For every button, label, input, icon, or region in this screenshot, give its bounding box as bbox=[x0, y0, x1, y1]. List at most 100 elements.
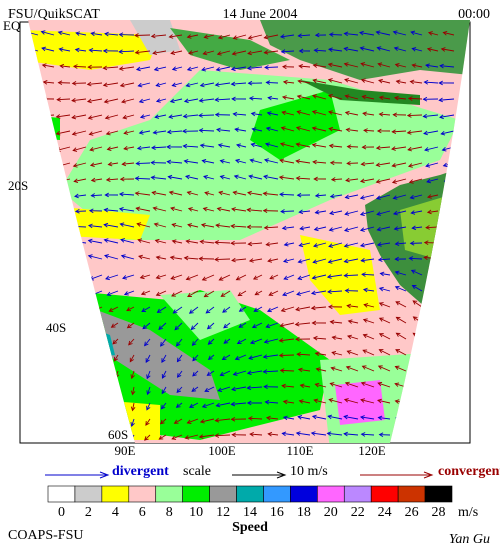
arrow-head bbox=[232, 111, 238, 117]
arrow-head bbox=[296, 110, 302, 115]
wind-arrow bbox=[102, 65, 119, 71]
arrow-head bbox=[265, 241, 271, 247]
wind-arrow bbox=[344, 210, 359, 216]
wind-arrow bbox=[203, 174, 215, 180]
arrow-head bbox=[218, 276, 224, 281]
arrow-shaft bbox=[379, 333, 391, 340]
arrow-head bbox=[156, 308, 162, 313]
legend-divergent: divergent bbox=[112, 464, 169, 479]
arrow-shaft bbox=[379, 349, 391, 356]
wind-arrow bbox=[395, 301, 407, 308]
wind-arrow bbox=[216, 127, 231, 133]
colorbar-tick-label: 4 bbox=[112, 505, 119, 520]
arrow-head bbox=[265, 323, 271, 329]
wind-arrow bbox=[343, 31, 359, 37]
arrow-head bbox=[359, 30, 364, 36]
arrow-head bbox=[141, 307, 147, 312]
wind-arrow bbox=[345, 365, 359, 372]
arrow-shaft bbox=[428, 32, 439, 36]
arrow-shaft bbox=[279, 354, 295, 356]
arrow-head bbox=[281, 95, 287, 100]
arrow-shaft bbox=[344, 433, 359, 436]
arrow-shaft bbox=[187, 66, 199, 71]
wind-arrow bbox=[105, 177, 119, 182]
arrow-shaft bbox=[158, 322, 167, 330]
wind-arrow bbox=[331, 350, 343, 356]
wind-arrow bbox=[130, 370, 135, 380]
arrow-shaft bbox=[362, 95, 375, 100]
wind-arrow bbox=[105, 274, 119, 281]
arrow-head bbox=[103, 222, 109, 228]
arrow-shaft bbox=[281, 50, 295, 53]
wind-arrow bbox=[246, 385, 263, 391]
arrow-shaft bbox=[441, 130, 455, 135]
colorbar-unit: m/s bbox=[458, 505, 478, 520]
arrow-shaft bbox=[120, 239, 135, 244]
wind-arrow bbox=[170, 50, 183, 56]
arrow-shaft bbox=[345, 178, 359, 181]
arrow-head bbox=[410, 210, 416, 215]
arrow-head bbox=[236, 339, 242, 344]
arrow-shaft bbox=[159, 434, 167, 440]
arrow-head bbox=[198, 113, 203, 118]
arrow-head bbox=[311, 110, 317, 115]
arrow-head bbox=[312, 94, 317, 99]
arrow-shaft bbox=[91, 194, 103, 197]
arrow-head bbox=[103, 207, 109, 213]
arrow-head bbox=[118, 49, 123, 54]
arrow-shaft bbox=[314, 226, 327, 231]
arrow-head bbox=[87, 115, 93, 120]
arrow-head bbox=[262, 191, 268, 197]
wind-arrow bbox=[246, 65, 263, 71]
wind-arrow bbox=[104, 31, 119, 37]
wind-arrow bbox=[231, 207, 247, 212]
wind-arrow bbox=[166, 129, 183, 135]
wind-arrow bbox=[253, 306, 263, 312]
wind-arrow bbox=[182, 143, 199, 149]
arrow-shaft bbox=[412, 226, 423, 229]
arrow-head bbox=[280, 126, 286, 131]
arrow-head bbox=[250, 339, 255, 345]
arrow-head bbox=[278, 353, 284, 358]
arrow-shaft bbox=[328, 79, 343, 84]
arrow-head bbox=[199, 419, 205, 424]
wind-arrow bbox=[393, 226, 407, 231]
arrow-shaft bbox=[161, 386, 167, 394]
arrow-head bbox=[187, 207, 193, 212]
wind-arrow bbox=[346, 303, 359, 309]
arrow-head bbox=[159, 419, 165, 425]
wind-arrow bbox=[376, 210, 391, 216]
arrow-shaft bbox=[377, 242, 391, 246]
wind-arrow bbox=[40, 30, 55, 36]
color-box bbox=[236, 485, 264, 503]
wind-arrow bbox=[41, 63, 55, 68]
arrow-shaft bbox=[207, 370, 215, 376]
arrow-head bbox=[283, 241, 289, 247]
wind-arrow bbox=[74, 208, 87, 214]
arrow-head bbox=[329, 193, 335, 199]
wind-arrow bbox=[328, 226, 343, 232]
wind-arrow bbox=[328, 242, 343, 248]
wind-arrow bbox=[57, 30, 71, 36]
arrow-shaft bbox=[105, 114, 119, 119]
arrow-shaft bbox=[223, 338, 231, 344]
arrow-shaft bbox=[313, 242, 327, 247]
arrow-head bbox=[360, 161, 366, 167]
arrow-head bbox=[185, 276, 191, 281]
arrow-head bbox=[135, 161, 141, 166]
wind-arrow bbox=[198, 256, 215, 262]
arrow-head bbox=[441, 147, 447, 152]
wind-arrow bbox=[202, 206, 215, 212]
arrow-shaft bbox=[379, 317, 391, 324]
arrow-head bbox=[87, 64, 92, 70]
arrow-head bbox=[311, 126, 317, 131]
wind-arrow bbox=[154, 114, 167, 119]
wind-arrow bbox=[263, 338, 279, 344]
arrow-shaft bbox=[280, 34, 295, 38]
wind-arrow bbox=[199, 239, 215, 245]
wind-arrow bbox=[159, 418, 167, 425]
wind-arrow bbox=[294, 321, 311, 327]
arrow-head bbox=[394, 256, 399, 262]
arrow-shaft bbox=[409, 178, 423, 183]
arrow-head bbox=[155, 98, 161, 103]
